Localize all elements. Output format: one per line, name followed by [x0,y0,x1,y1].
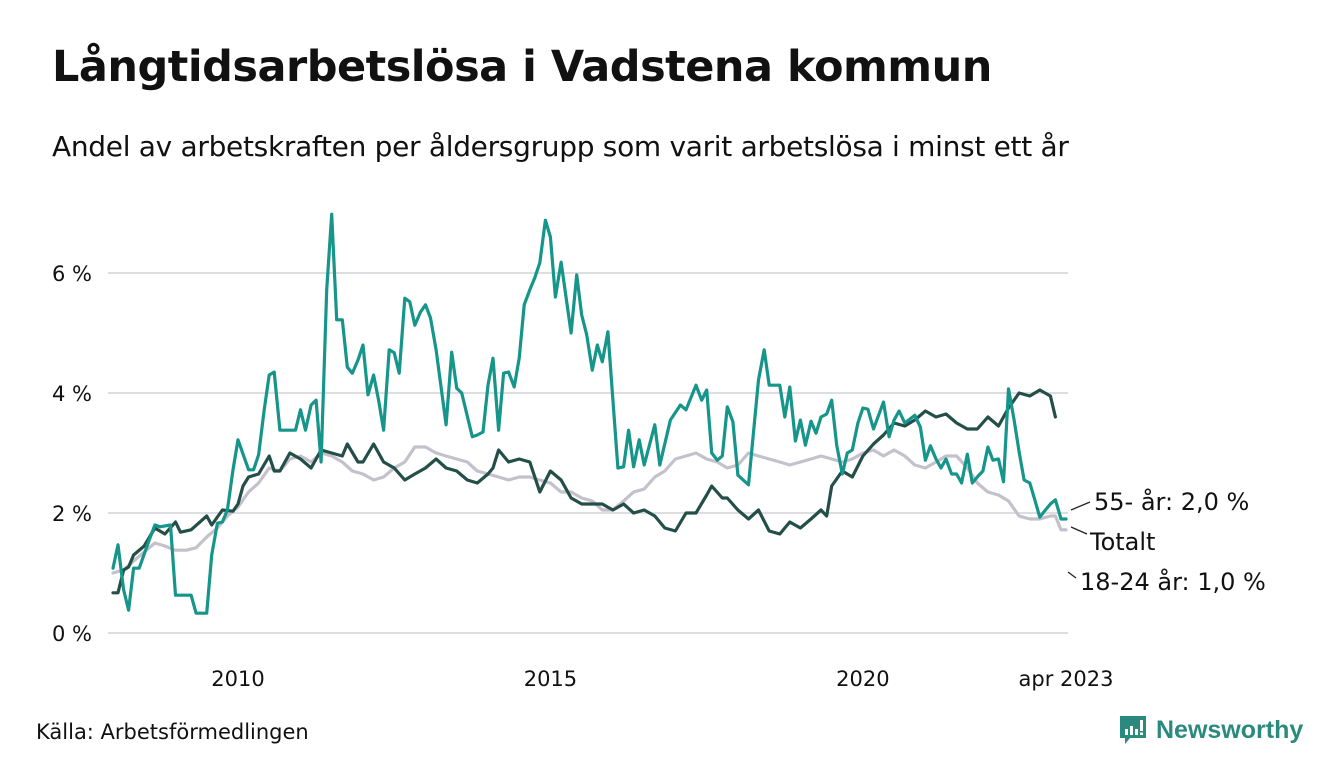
gridlines [108,272,1068,634]
newsworthy-logo-icon [1120,716,1146,744]
annotation-leader [1070,526,1088,535]
brand-name: Newsworthy [1156,715,1304,744]
y-tick-label: 2 % [52,502,92,526]
series-label: 55- år: 2,0 % [1094,487,1249,516]
annotation-leader [1070,501,1091,511]
y-tick-label: 6 % [52,262,92,286]
series-line-3 [111,212,1068,615]
x-tick-label: 2020 [836,667,889,691]
series-lines [111,212,1068,615]
y-axis-labels: 0 % 2 % 4 % 6 % [52,262,92,646]
series-annotations: 55- år: 2,0 % Totalt 18-24 år: 1,0 % [1067,487,1266,596]
annotation-leader [1067,571,1077,579]
series-line-2 [111,388,1058,595]
y-tick-label: 0 % [52,622,92,646]
source-note: Källa: Arbetsförmedlingen [36,720,309,744]
y-tick-label: 4 % [52,382,92,406]
x-tick-label: apr 2023 [1019,667,1114,691]
chart-subtitle: Andel av arbetskraften per åldersgrupp s… [52,130,1069,163]
x-axis-labels: 2010 2015 2020 apr 2023 [211,667,1113,691]
x-tick-label: 2015 [524,667,577,691]
x-tick-label: 2010 [211,667,264,691]
brand-logo: Newsworthy [1118,714,1303,746]
series-label: 18-24 år: 1,0 % [1080,567,1266,596]
series-label: Totalt [1089,528,1155,556]
chart-title: Långtidsarbetslösa i Vadstena kommun [52,42,992,92]
